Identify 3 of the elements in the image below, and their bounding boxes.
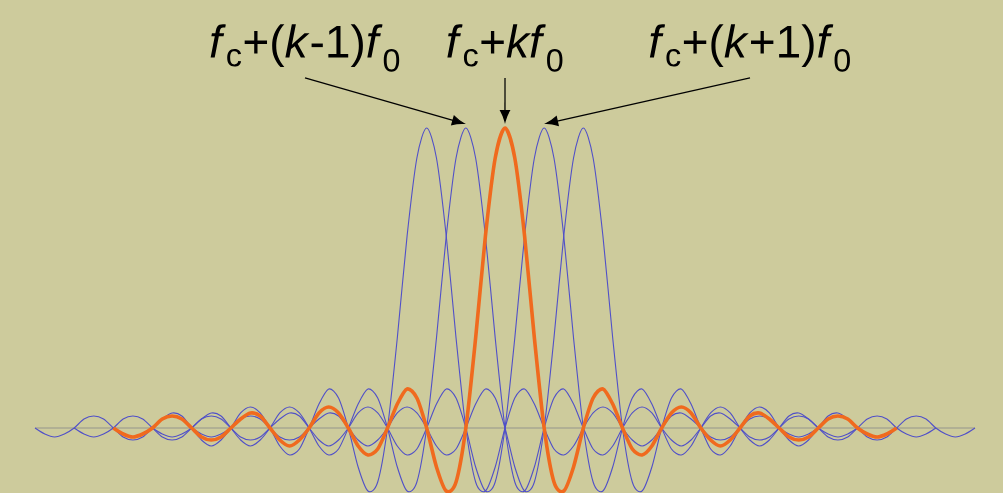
- text: f$_{c}$+kf$_{0}$: [447, 24, 563, 72]
- text: f$_{c}$+(k-1)f$_{0}$: [210, 24, 400, 72]
- text: f$_{c}$+(k+1)f$_{0}$: [649, 24, 850, 72]
